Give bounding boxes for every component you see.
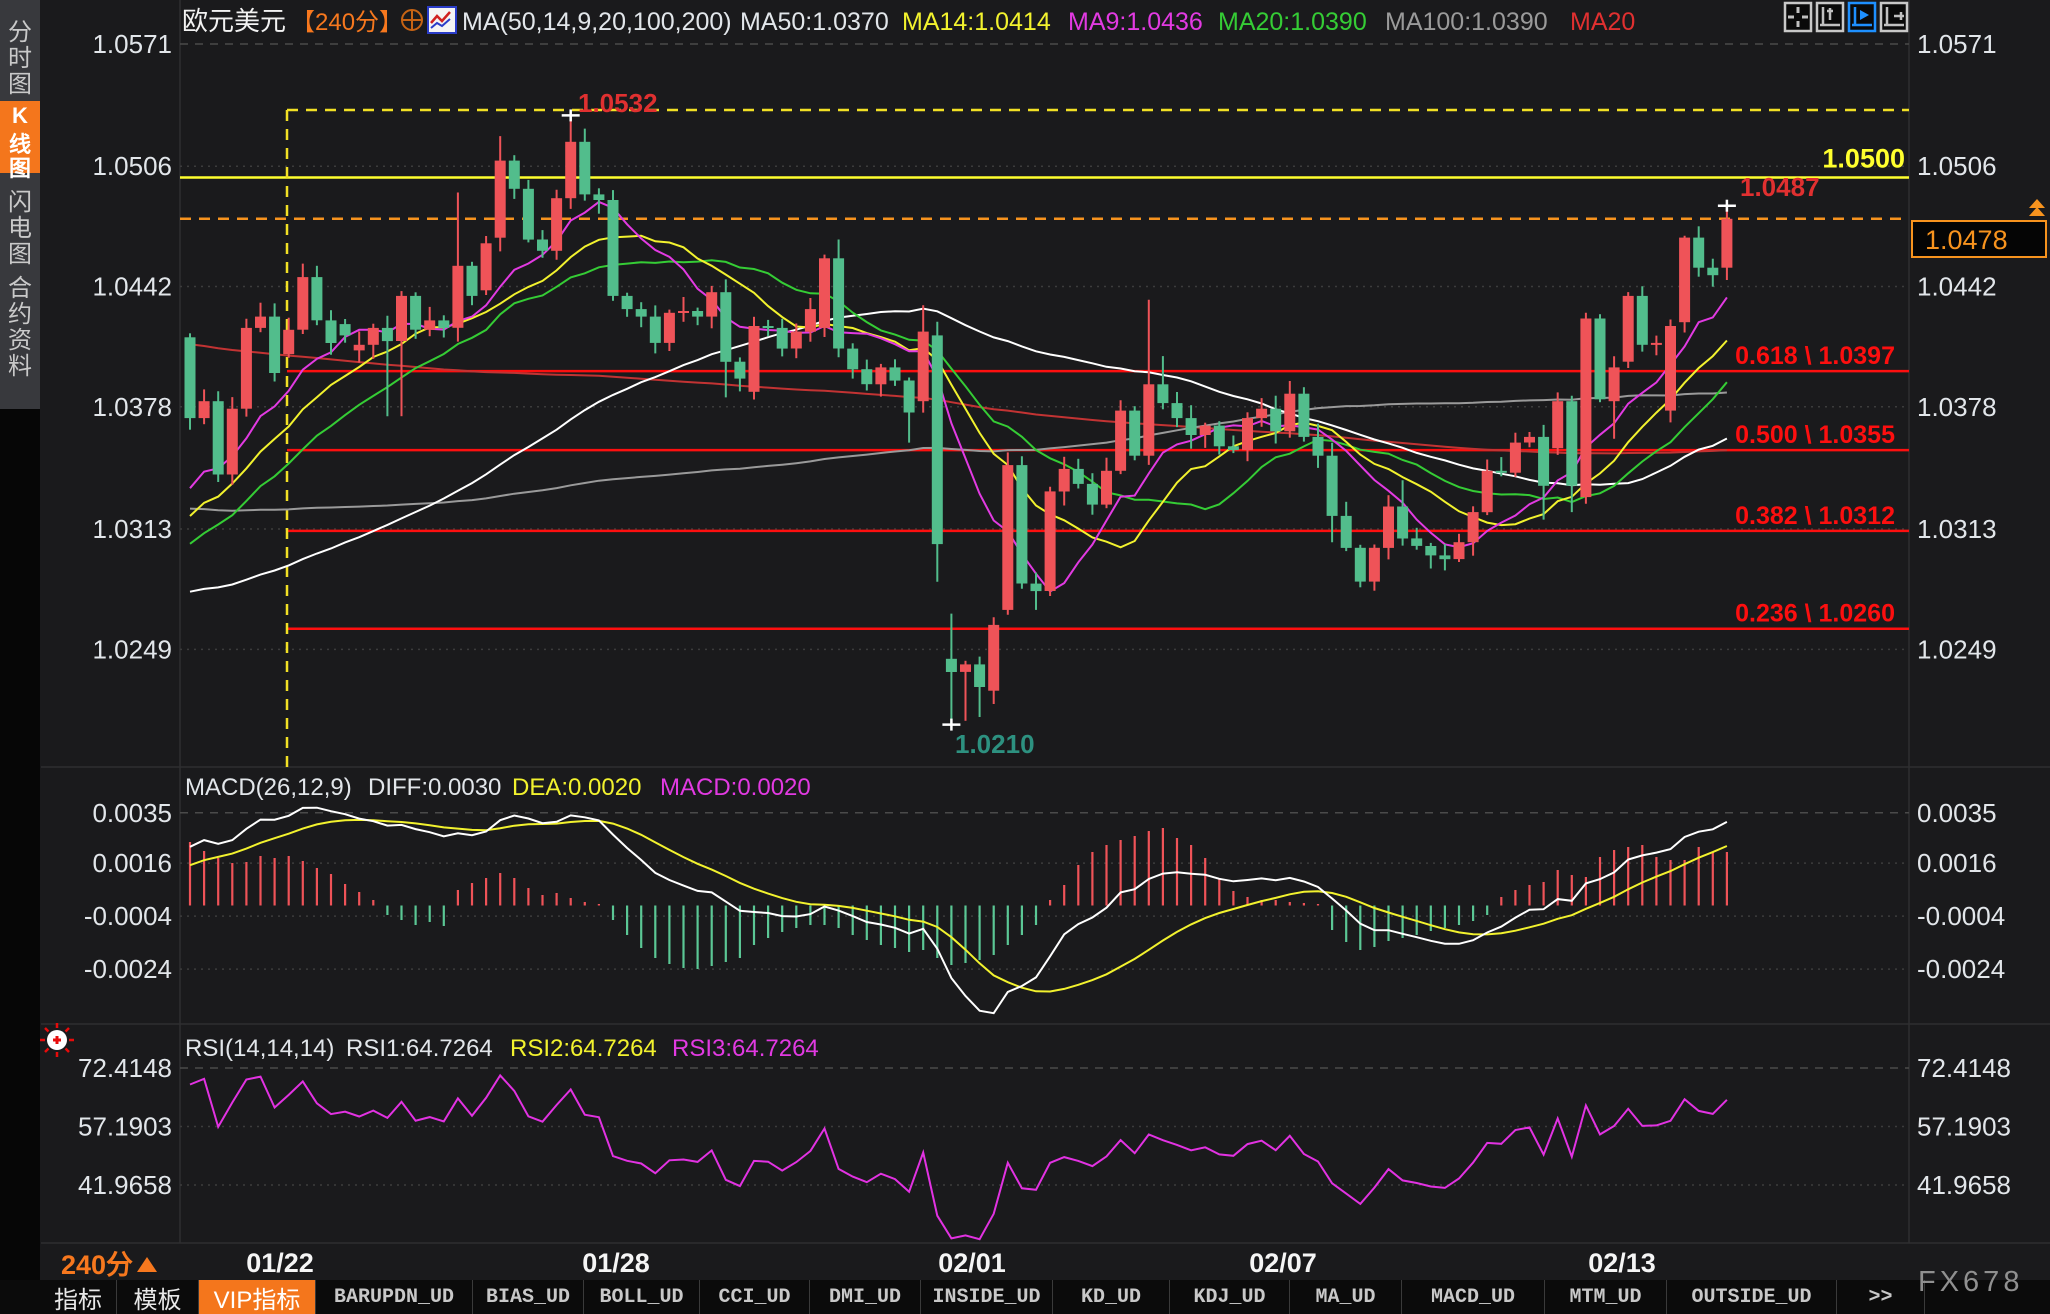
- svg-text:-0.0004: -0.0004: [84, 901, 172, 931]
- svg-text:1.0500: 1.0500: [1822, 144, 1905, 174]
- svg-text:57.1903: 57.1903: [78, 1112, 172, 1142]
- svg-text:41.9658: 41.9658: [1917, 1170, 2011, 1200]
- svg-text:MA20:1.0390: MA20:1.0390: [1218, 8, 1367, 36]
- svg-text:41.9658: 41.9658: [78, 1170, 172, 1200]
- svg-text:1.0487: 1.0487: [1740, 172, 1820, 202]
- svg-text:1.0313: 1.0313: [1917, 514, 1997, 544]
- svg-text:-0.0004: -0.0004: [1917, 901, 2005, 931]
- svg-text:MA100:1.0390: MA100:1.0390: [1385, 8, 1548, 36]
- svg-text:72.4148: 72.4148: [1917, 1053, 2011, 1083]
- svg-text:72.4148: 72.4148: [78, 1053, 172, 1083]
- svg-text:1.0442: 1.0442: [1917, 272, 1997, 302]
- svg-text:0.618 \ 1.0397: 0.618 \ 1.0397: [1735, 342, 1895, 370]
- svg-text:RSI2:64.7264: RSI2:64.7264: [510, 1035, 657, 1062]
- svg-text:02/07: 02/07: [1249, 1248, 1317, 1278]
- svg-text:MA9:1.0436: MA9:1.0436: [1068, 8, 1203, 36]
- svg-text:02/13: 02/13: [1588, 1248, 1656, 1278]
- svg-text:RSI1:64.7264: RSI1:64.7264: [346, 1035, 493, 1062]
- svg-text:0.500 \ 1.0355: 0.500 \ 1.0355: [1735, 421, 1895, 449]
- svg-text:57.1903: 57.1903: [1917, 1112, 2011, 1142]
- svg-text:RSI(14,14,14): RSI(14,14,14): [185, 1035, 334, 1062]
- svg-text:MA50:1.0370: MA50:1.0370: [740, 8, 889, 36]
- svg-text:1.0210: 1.0210: [955, 729, 1035, 759]
- svg-text:MA20: MA20: [1570, 8, 1635, 36]
- svg-text:1.0249: 1.0249: [1917, 634, 1997, 664]
- svg-text:1.0378: 1.0378: [92, 392, 172, 422]
- svg-text:欧元美元: 欧元美元: [182, 6, 286, 36]
- svg-text:【240分】: 【240分】: [291, 9, 403, 36]
- svg-text:0.236 \ 1.0260: 0.236 \ 1.0260: [1735, 600, 1895, 628]
- svg-text:1.0506: 1.0506: [1917, 151, 1997, 181]
- svg-text:MACD(26,12,9): MACD(26,12,9): [185, 774, 352, 801]
- svg-text:-0.0024: -0.0024: [1917, 954, 2005, 984]
- svg-text:1.0249: 1.0249: [92, 634, 172, 664]
- svg-text:DIFF:0.0030: DIFF:0.0030: [368, 774, 501, 801]
- svg-text:240分: 240分: [61, 1250, 133, 1280]
- svg-text:MA(50,14,9,20,100,200): MA(50,14,9,20,100,200): [462, 8, 732, 36]
- svg-text:1.0378: 1.0378: [1917, 392, 1997, 422]
- svg-text:01/28: 01/28: [582, 1248, 650, 1278]
- svg-text:1.0506: 1.0506: [92, 151, 172, 181]
- svg-text:1.0532: 1.0532: [578, 88, 658, 118]
- svg-text:MA14:1.0414: MA14:1.0414: [902, 8, 1051, 36]
- svg-text:0.0035: 0.0035: [92, 798, 172, 828]
- svg-text:02/01: 02/01: [938, 1248, 1006, 1278]
- svg-text:0.0016: 0.0016: [1917, 848, 1997, 878]
- svg-text:RSI3:64.7264: RSI3:64.7264: [672, 1035, 819, 1062]
- svg-text:DEA:0.0020: DEA:0.0020: [512, 774, 641, 801]
- svg-text:1.0442: 1.0442: [92, 272, 172, 302]
- svg-text:MACD:0.0020: MACD:0.0020: [660, 774, 811, 801]
- svg-text:1.0571: 1.0571: [1917, 29, 1997, 59]
- svg-text:0.0016: 0.0016: [92, 848, 172, 878]
- svg-text:0.382 \ 1.0312: 0.382 \ 1.0312: [1735, 502, 1895, 530]
- svg-text:01/22: 01/22: [246, 1248, 314, 1278]
- svg-text:-0.0024: -0.0024: [84, 954, 172, 984]
- svg-text:0.0035: 0.0035: [1917, 798, 1997, 828]
- svg-text:1.0478: 1.0478: [1925, 225, 2008, 255]
- svg-text:1.0571: 1.0571: [92, 29, 172, 59]
- svg-text:1.0313: 1.0313: [92, 514, 172, 544]
